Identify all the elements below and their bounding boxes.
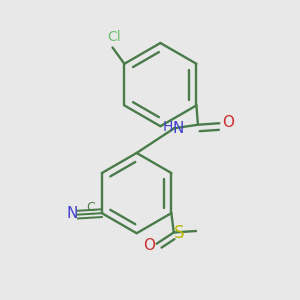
Text: N: N: [67, 206, 78, 221]
Text: N: N: [172, 121, 184, 136]
Text: C: C: [86, 201, 95, 214]
Text: S: S: [174, 224, 184, 242]
Text: O: O: [143, 238, 155, 253]
Text: H: H: [162, 120, 173, 134]
Text: O: O: [222, 115, 234, 130]
Text: Cl: Cl: [107, 30, 121, 44]
